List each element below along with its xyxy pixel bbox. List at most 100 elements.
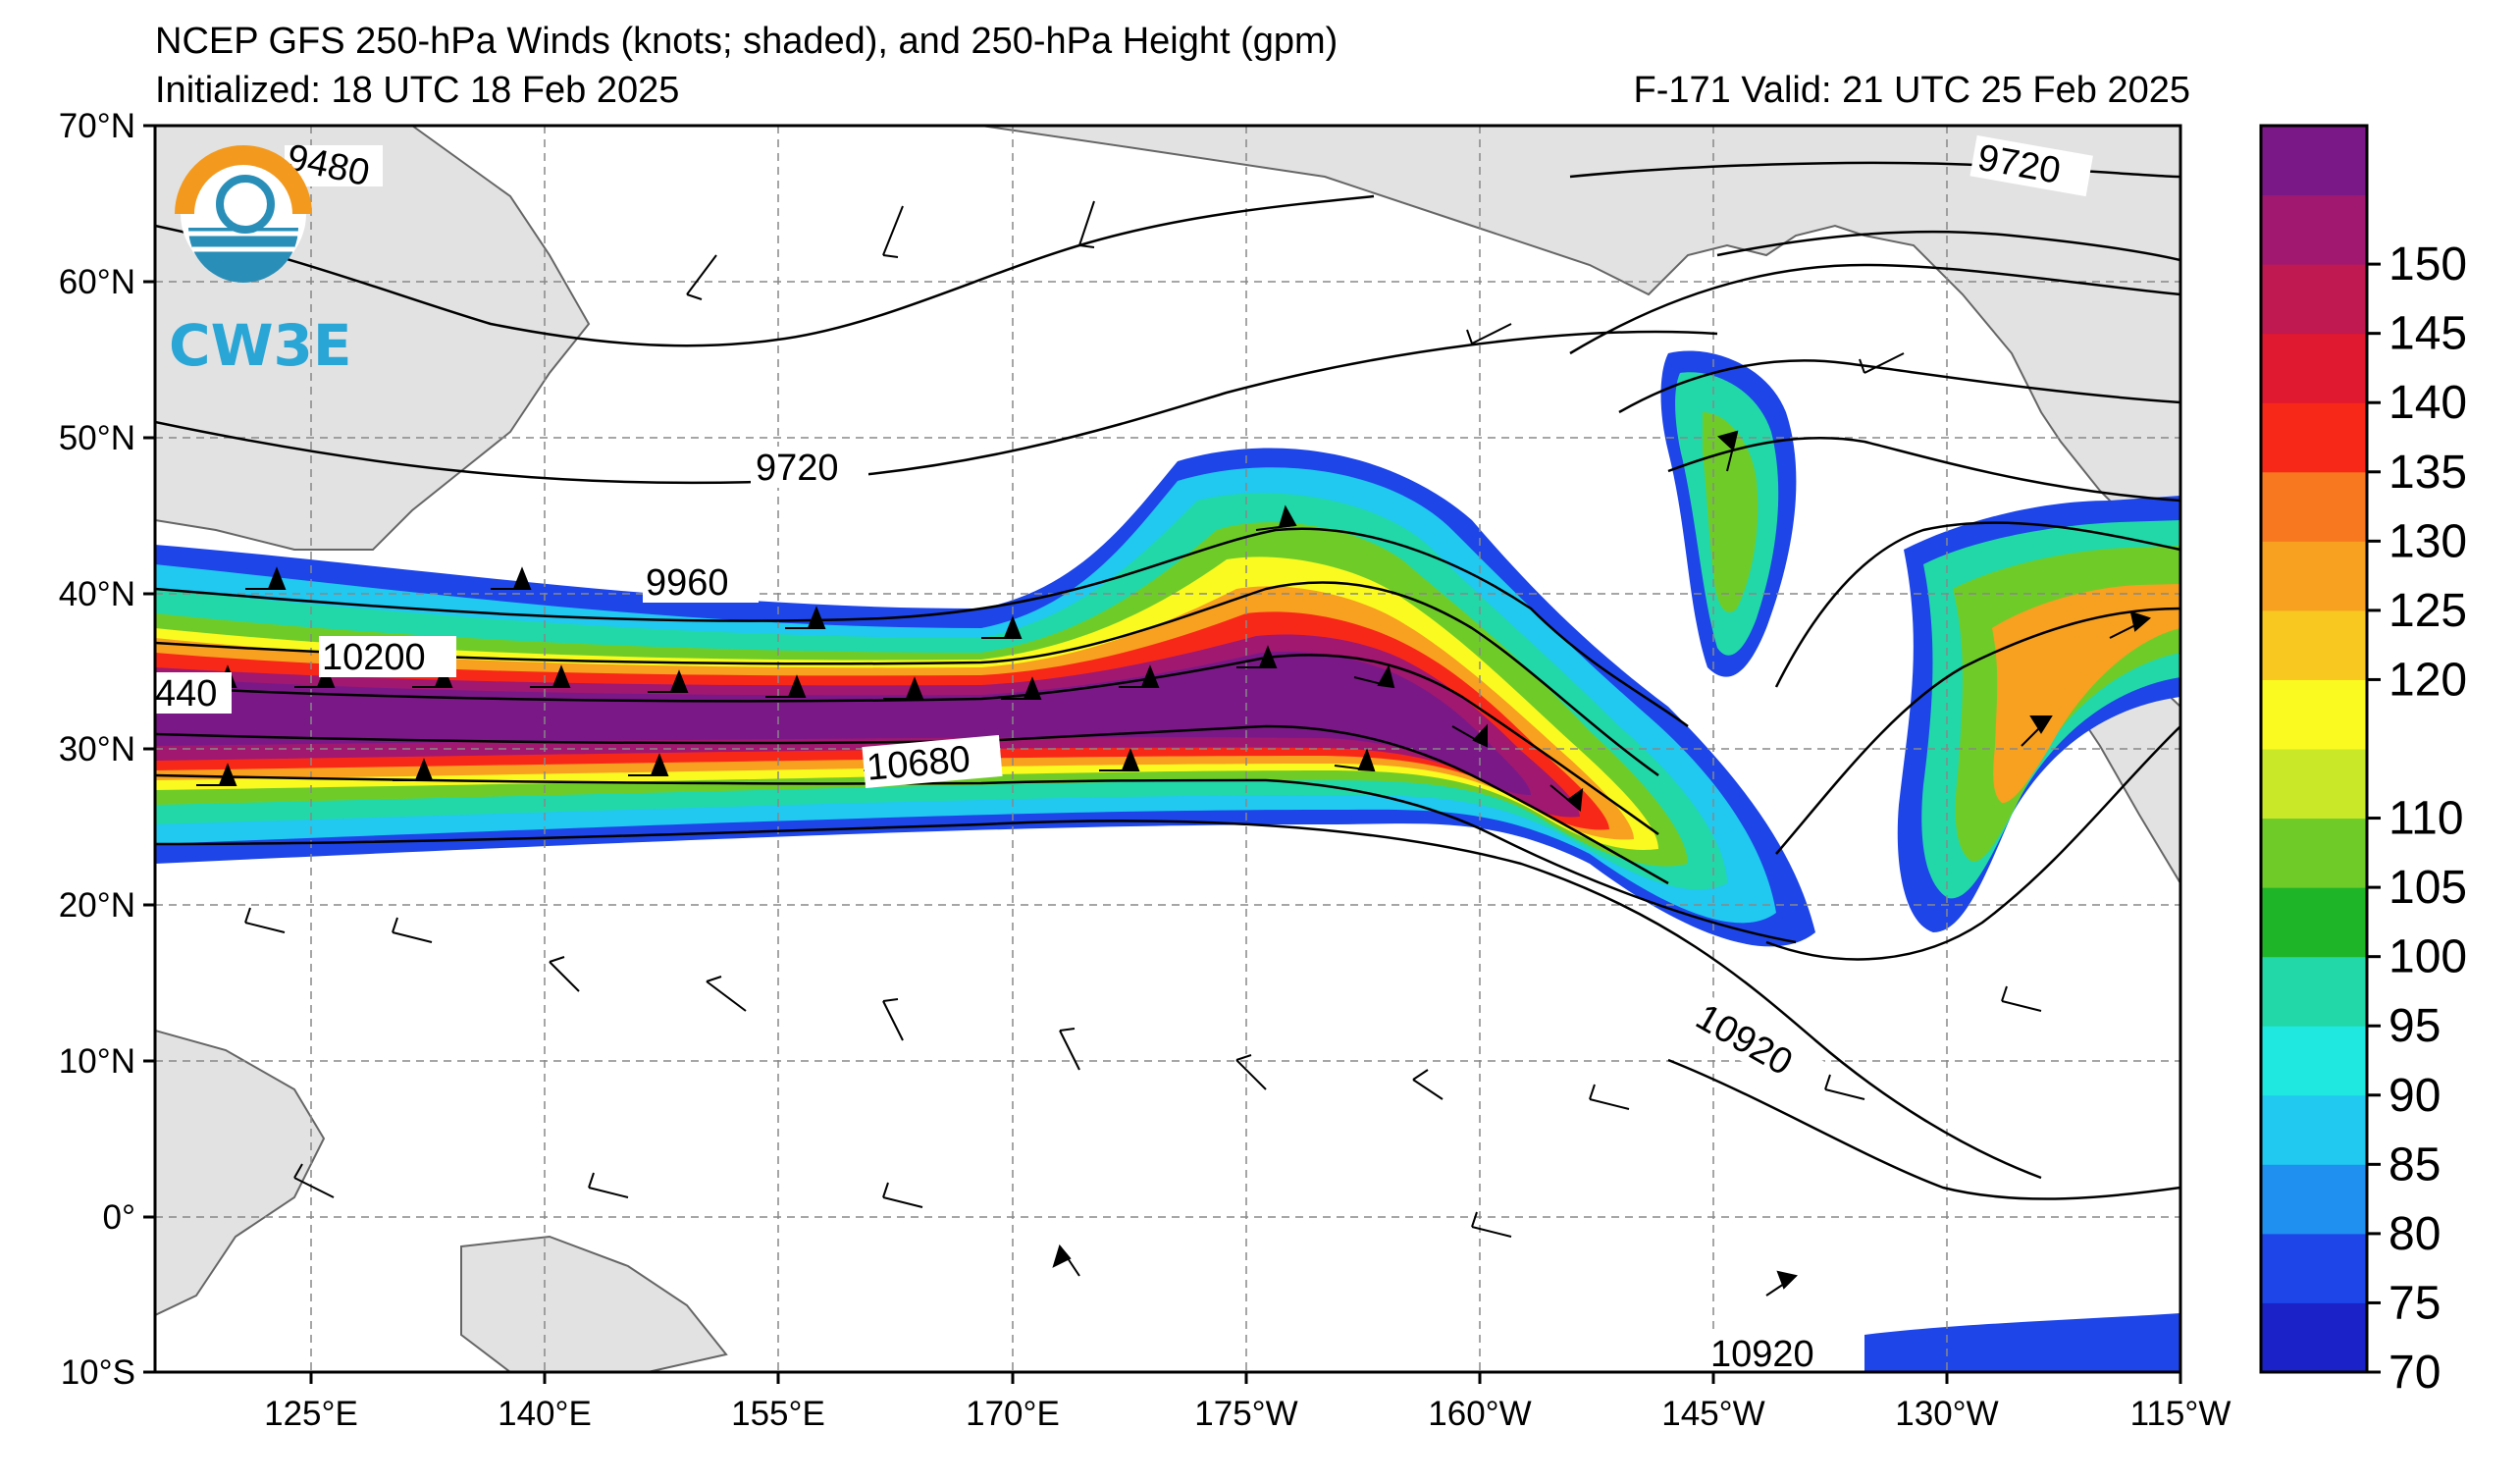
colorbar-segment: [2261, 609, 2367, 680]
contour-labels: 9480 9720 9720 9960 10200 440 10680 1092…: [155, 134, 2093, 1375]
contour-label: 9720: [756, 448, 839, 489]
lon-label: 155°E: [731, 1395, 825, 1433]
latitude-labels: 70°N 60°N 50°N 40°N 30°N 20°N 10°N 0° 10…: [59, 107, 135, 1392]
lat-label: 50°N: [59, 419, 135, 457]
colorbar-segment: [2261, 679, 2367, 750]
lat-label: 10°S: [61, 1353, 135, 1392]
wind-barb: [706, 976, 747, 1012]
wind-barb: [1451, 723, 1488, 748]
colorbar-segment: [2261, 126, 2367, 196]
wind-barb: [882, 205, 904, 258]
contour-label: 9960: [646, 562, 729, 604]
colorbar-tick-label: 135: [2389, 447, 2467, 499]
wind-barb: [1466, 323, 1512, 344]
colorbar-segment: [2261, 541, 2367, 611]
colorbar-tick-label: 140: [2389, 377, 2467, 429]
wind-barb: [2109, 610, 2151, 639]
colorbar-segment: [2261, 887, 2367, 958]
wind-barb: [393, 758, 434, 781]
wind-barb: [1052, 1244, 1080, 1277]
contour-label: 10920: [1710, 1334, 1814, 1375]
colorbar-segment: [2261, 1026, 2367, 1096]
longitude-labels: 125°E 140°E 155°E 170°E 175°W 160°W 145°…: [264, 1395, 2231, 1433]
lon-label: 115°W: [2130, 1395, 2231, 1433]
colorbar-segment: [2261, 749, 2367, 820]
colorbar-tick-label: 105: [2389, 862, 2467, 914]
light-wind-barbs: [244, 200, 2042, 1238]
wind-barb: [785, 606, 826, 629]
wind-barb: [196, 763, 237, 786]
new-guinea: [460, 1235, 728, 1372]
colorbar-segment: [2261, 1302, 2367, 1373]
colorbar-tick-label: 145: [2389, 308, 2467, 360]
colorbar-tick-label: 150: [2389, 238, 2467, 291]
wind-barb: [1059, 1028, 1080, 1071]
wind-barb: [491, 566, 532, 590]
maritime-continent: [155, 1029, 326, 1317]
wind-barb: [1001, 676, 1042, 700]
colorbar-tick-label: 80: [2389, 1208, 2441, 1260]
wind-barb: [245, 566, 287, 590]
lon-label: 130°W: [1895, 1395, 1998, 1433]
lat-label: 70°N: [59, 107, 135, 145]
colorbar-tick-label: 120: [2389, 654, 2467, 706]
wind-barb: [530, 664, 571, 688]
colorbar-segment: [2261, 818, 2367, 888]
colorbar-segment: [2261, 956, 2367, 1027]
lat-label: 60°N: [59, 263, 135, 301]
wind-barb: [1765, 1270, 1798, 1297]
wind-barb: [392, 917, 433, 943]
lon-label: 125°E: [264, 1395, 358, 1433]
wind-barb: [1859, 352, 1905, 374]
wind-barb: [883, 676, 924, 700]
lon-label: 160°W: [1428, 1395, 1531, 1433]
logo-text: CW3E: [169, 312, 352, 379]
initialized-time: Initialized: 18 UTC 18 Feb 2025: [155, 70, 680, 111]
contour-label: 10200: [322, 637, 426, 678]
wind-barb: [1412, 1069, 1444, 1100]
contour-label: 10680: [866, 739, 972, 789]
lat-label: 0°: [103, 1198, 135, 1237]
wind-barb: [882, 998, 904, 1041]
colorbar-tick-label: 100: [2389, 931, 2467, 983]
wind-barb: [765, 674, 807, 698]
wind-barb: [1099, 748, 1140, 771]
wind-barb: [1824, 1074, 1865, 1100]
colorbar-tick-label: 75: [2389, 1277, 2441, 1329]
colorbar-segment: [2261, 471, 2367, 542]
lon-label: 140°E: [498, 1395, 592, 1433]
contour-label: 440: [155, 673, 217, 715]
wind-barb: [981, 615, 1023, 639]
wind-barb: [1334, 748, 1376, 772]
colorbar-tick-label: 130: [2389, 515, 2467, 567]
lat-label: 40°N: [59, 575, 135, 613]
lon-label: 170°E: [966, 1395, 1060, 1433]
wind-barb: [1471, 1211, 1512, 1238]
lon-label: 145°W: [1661, 1395, 1764, 1433]
colorbar-segment: [2261, 194, 2367, 265]
wind-barb: [882, 1182, 923, 1208]
wind-barb: [686, 254, 717, 300]
wind-barb: [1119, 664, 1160, 688]
wind-barb: [1078, 200, 1095, 248]
wind-barb: [2021, 715, 2053, 747]
wind-barb: [1236, 645, 1278, 668]
colorbar-tick-label: 110: [2389, 793, 2464, 845]
colorbar-segment: [2261, 264, 2367, 335]
cw3e-logo: [175, 145, 312, 283]
wind-barb: [1353, 664, 1395, 689]
wind-barb: [648, 669, 689, 693]
colorbar-tick-label: 125: [2389, 585, 2467, 637]
wind-barb: [1255, 504, 1297, 531]
wind-barb: [2001, 985, 2042, 1012]
wind-barb: [549, 956, 580, 992]
colorbar-tick-label: 95: [2389, 1000, 2441, 1052]
map-title: NCEP GFS 250-hPa Winds (knots; shaded), …: [155, 21, 1339, 62]
wind-barb: [1235, 1054, 1267, 1090]
wind-barb: [1549, 784, 1584, 812]
colorbar-segment: [2261, 402, 2367, 473]
wind-barb: [628, 753, 669, 776]
lat-label: 30°N: [59, 730, 135, 768]
wind-barb: [293, 1163, 335, 1198]
colorbar-segment: [2261, 1233, 2367, 1303]
